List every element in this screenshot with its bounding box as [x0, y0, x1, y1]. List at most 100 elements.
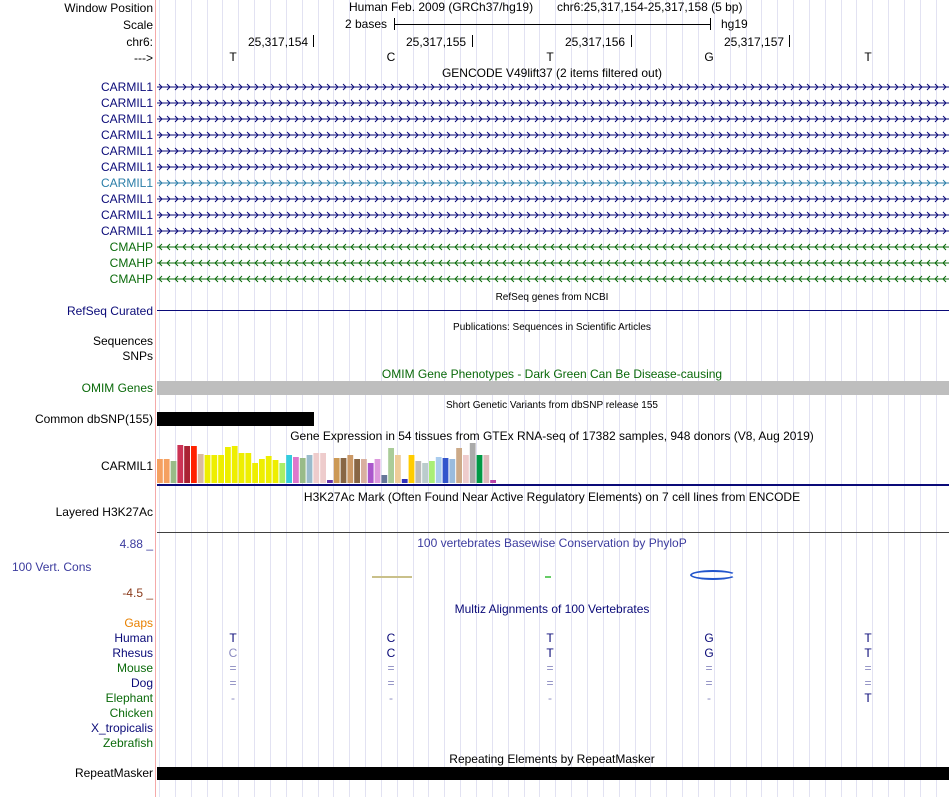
gtex-chart[interactable]: [157, 443, 949, 488]
multiz-species-label[interactable]: Chicken: [109, 706, 153, 720]
gtex-bar[interactable]: [374, 459, 381, 483]
omim-label[interactable]: OMIM Genes: [81, 381, 153, 395]
gtex-bar[interactable]: [265, 456, 272, 483]
gtex-bar[interactable]: [245, 453, 252, 483]
gtex-bar[interactable]: [388, 448, 394, 483]
gtex-bar[interactable]: [299, 458, 306, 483]
gtex-bar[interactable]: [354, 459, 360, 483]
gtex-bar[interactable]: [225, 447, 231, 483]
gencode-track-label[interactable]: CARMIL1: [100, 80, 153, 94]
gencode-track-label[interactable]: CARMIL1: [100, 96, 153, 110]
gencode-track-label[interactable]: CARMIL1: [100, 112, 153, 126]
multiz-species-label[interactable]: Mouse: [116, 661, 153, 675]
gtex-bar[interactable]: [429, 461, 435, 483]
gtex-bar[interactable]: [333, 458, 340, 483]
gtex-title[interactable]: Gene Expression in 54 tissues from GTEx …: [290, 429, 814, 443]
gencode-track-feature[interactable]: [157, 274, 949, 284]
gtex-bar[interactable]: [361, 459, 367, 483]
repeatmasker-label[interactable]: RepeatMasker: [74, 766, 153, 780]
gencode-track-feature[interactable]: [157, 146, 949, 156]
gencode-track-label[interactable]: CMAHP: [109, 272, 153, 286]
gtex-bar[interactable]: [395, 455, 401, 483]
gencode-track-label[interactable]: CARMIL1: [100, 208, 153, 222]
gtex-bar[interactable]: [191, 446, 197, 483]
sequences-label[interactable]: Sequences: [92, 334, 153, 348]
gencode-track-label[interactable]: CARMIL1: [100, 192, 153, 206]
gtex-bar[interactable]: [313, 453, 320, 483]
dbsnp-label[interactable]: Common dbSNP(155): [34, 412, 153, 426]
dbsnp-feature[interactable]: [157, 412, 314, 426]
multiz-species-label[interactable]: Dog: [130, 676, 153, 690]
gtex-bar[interactable]: [469, 443, 476, 483]
gtex-bar[interactable]: [204, 455, 211, 483]
gencode-track-label[interactable]: CARMIL1: [100, 224, 153, 238]
snps-label[interactable]: SNPs: [122, 349, 153, 363]
gencode-track-feature[interactable]: [157, 178, 949, 188]
conservation-title[interactable]: 100 vertebrates Basewise Conservation by…: [417, 536, 687, 550]
gtex-bar[interactable]: [347, 455, 354, 483]
publications-title[interactable]: Publications: Sequences in Scientific Ar…: [453, 322, 651, 333]
gencode-track-feature[interactable]: [157, 98, 949, 108]
gtex-bar[interactable]: [381, 475, 388, 483]
gtex-bar[interactable]: [286, 455, 292, 483]
gencode-track-feature[interactable]: [157, 130, 949, 140]
gtex-bar[interactable]: [211, 455, 218, 483]
gtex-bar[interactable]: [218, 455, 224, 483]
multiz-species-label[interactable]: Human: [114, 631, 153, 645]
gtex-bar[interactable]: [483, 455, 490, 483]
conservation-label[interactable]: 100 Vert. Cons: [12, 560, 92, 574]
gtex-label[interactable]: CARMIL1: [100, 459, 153, 473]
gencode-track-feature[interactable]: [157, 210, 949, 220]
gtex-bar[interactable]: [306, 455, 313, 483]
gencode-track-label[interactable]: CMAHP: [109, 256, 153, 270]
gtex-bar[interactable]: [442, 458, 449, 483]
multiz-title[interactable]: Multiz Alignments of 100 Vertebrates: [454, 602, 650, 616]
gtex-bar[interactable]: [367, 463, 374, 483]
multiz-species-label[interactable]: Elephant: [105, 691, 153, 705]
gtex-bar[interactable]: [163, 459, 170, 483]
gtex-bar[interactable]: [490, 480, 496, 483]
multiz-species-label[interactable]: Zebrafish: [102, 736, 153, 750]
gtex-bar[interactable]: [340, 458, 347, 483]
gtex-bar[interactable]: [435, 457, 442, 483]
gtex-bar[interactable]: [463, 455, 469, 483]
gencode-track-label[interactable]: CARMIL1: [100, 128, 153, 142]
gtex-bar[interactable]: [449, 459, 456, 483]
refseq-line[interactable]: [157, 310, 949, 311]
gtex-bar[interactable]: [476, 455, 483, 483]
gencode-title[interactable]: GENCODE V49lift37 (2 items filtered out): [441, 66, 663, 80]
refseq-title[interactable]: RefSeq genes from NCBI: [495, 292, 609, 303]
h3k27ac-label[interactable]: Layered H3K27Ac: [55, 505, 153, 519]
gencode-track-feature[interactable]: [157, 258, 949, 268]
multiz-species-label[interactable]: Rhesus: [112, 646, 153, 660]
gtex-bar[interactable]: [415, 461, 422, 483]
gtex-bar[interactable]: [177, 445, 184, 483]
gtex-bar[interactable]: [456, 448, 462, 483]
omim-feature[interactable]: [157, 381, 949, 395]
repeatmasker-title[interactable]: Repeating Elements by RepeatMasker: [449, 752, 655, 766]
gencode-track-label[interactable]: CARMIL1: [100, 160, 153, 174]
gencode-track-feature[interactable]: [157, 226, 949, 236]
gtex-bar[interactable]: [231, 446, 238, 483]
multiz-species-label[interactable]: X_tropicalis: [90, 721, 153, 735]
gtex-bar[interactable]: [320, 453, 326, 483]
refseq-label[interactable]: RefSeq Curated: [66, 304, 153, 318]
gtex-bar[interactable]: [157, 459, 163, 483]
repeatmasker-feature[interactable]: [157, 767, 949, 780]
gtex-bar[interactable]: [272, 460, 279, 483]
omim-title[interactable]: OMIM Gene Phenotypes - Dark Green Can Be…: [381, 367, 723, 381]
gencode-track-feature[interactable]: [157, 114, 949, 124]
gencode-track-feature[interactable]: [157, 194, 949, 204]
gencode-track-label[interactable]: CARMIL1: [100, 144, 153, 158]
dbsnp-title[interactable]: Short Genetic Variants from dbSNP releas…: [446, 400, 658, 411]
gtex-bar[interactable]: [252, 463, 258, 483]
gtex-bar[interactable]: [408, 455, 415, 483]
gtex-bar[interactable]: [170, 461, 177, 483]
gencode-track-label[interactable]: CARMIL1: [100, 176, 153, 190]
gtex-bar[interactable]: [279, 463, 286, 483]
h3k27ac-title[interactable]: H3K27Ac Mark (Often Found Near Active Re…: [303, 490, 801, 504]
gtex-bar[interactable]: [184, 446, 190, 483]
gtex-bar[interactable]: [293, 457, 299, 483]
gtex-bar[interactable]: [422, 463, 428, 483]
gtex-bar[interactable]: [197, 454, 204, 483]
